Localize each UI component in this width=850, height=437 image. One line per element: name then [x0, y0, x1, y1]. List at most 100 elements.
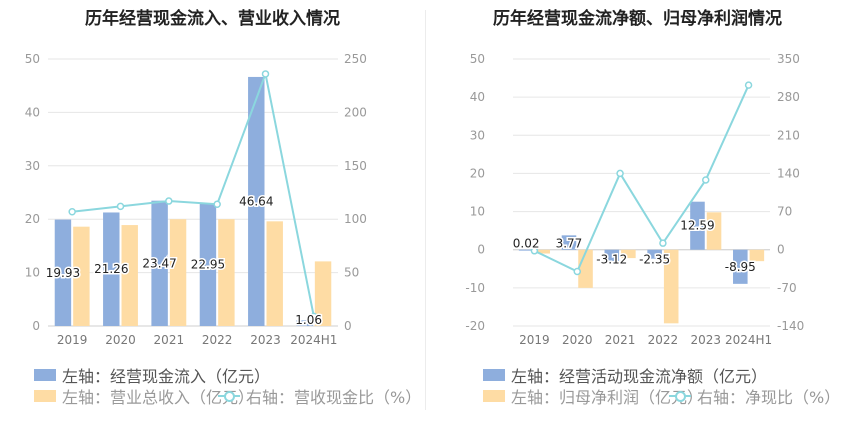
chart-panel-cash-inflow: 历年经营现金流入、营业收入情况 0 10 20 30 40 50 0 50 100 150 200 2… — [25, 9, 422, 408]
chart-plot-area: -20 -10 0 10 20 30 40 50 -140 -70 0 70 140 210 280 350 2… — [465, 52, 804, 347]
bar-data-label: -2.35 — [639, 253, 670, 267]
bar-primary — [647, 249, 662, 259]
x-tick-label: 2019 — [57, 333, 88, 347]
ratio-point — [530, 247, 539, 255]
bar-primary — [248, 76, 265, 326]
bar-primary — [518, 249, 534, 251]
y-left-tick-label: 20 — [25, 212, 40, 226]
bar-data-label: 19.93 — [46, 266, 80, 280]
bar-secondary — [73, 226, 90, 326]
x-tick-label: 2024H1 — [290, 333, 337, 347]
bar-data-label: 22.95 — [191, 258, 225, 272]
y-left-tick-label: 40 — [470, 90, 485, 104]
y-right-tick-label: 140 — [777, 166, 800, 180]
chart-panel-net-cash: 历年经营现金流净额、归母净利润情况 -20 -10 0 10 20 30 40 50 -140-… — [425, 0, 850, 437]
bar-primary — [199, 203, 217, 326]
bar-data-label: -3.12 — [596, 253, 627, 267]
y-left-tick-label: 30 — [470, 128, 485, 142]
bar-primary — [151, 200, 168, 326]
bar-secondary — [578, 249, 593, 288]
bar-data-label: 46.64 — [239, 194, 273, 208]
bar-primary — [296, 320, 313, 326]
ratio-point — [659, 239, 667, 247]
legend-label: 左轴：经营现金流入（亿元） — [62, 367, 271, 386]
ratio-point — [213, 200, 221, 208]
legend-swatch-blue — [34, 369, 56, 381]
x-tick-label: 2020 — [562, 333, 593, 347]
ratio-point — [616, 169, 624, 178]
ratio-point — [68, 207, 76, 216]
y-left-tick-label: 10 — [470, 205, 485, 219]
y-left-tick-label: 10 — [25, 266, 40, 280]
x-tick-label: 2023 — [690, 333, 721, 347]
y-left-tick-label: -10 — [465, 281, 485, 295]
x-tick-label: 2021 — [154, 333, 185, 347]
legend-label: 右轴：净现比（%） — [697, 388, 841, 407]
panel-divider — [425, 10, 426, 410]
bar-secondary — [121, 225, 138, 326]
y-left-tick-label: 20 — [470, 166, 485, 180]
legend-item-revenue[interactable]: 左轴：营业总收入（亿元） — [34, 384, 254, 408]
legend-swatch-orange — [483, 390, 505, 402]
bar-secondary — [314, 261, 332, 326]
bar-secondary — [621, 249, 636, 259]
x-tick-label: 2023 — [250, 333, 281, 347]
bar-secondary — [266, 221, 283, 326]
ratio-point — [310, 312, 318, 321]
y-left-tick-label: 40 — [25, 105, 40, 119]
ratio-point — [116, 202, 125, 211]
bar-secondary — [535, 249, 550, 254]
x-tick-label: 2021 — [605, 333, 636, 347]
bar-primary — [690, 201, 705, 250]
chart-plot-area: 0 10 20 30 40 50 0 50 100 150 200 250 2019 2020 2021 20… — [25, 52, 367, 347]
legend-label: 右轴：营收现金比（%） — [246, 388, 422, 407]
legend-swatch-orange — [34, 390, 56, 402]
legend-item-net-profit[interactable]: 左轴：归母净利润（亿元） — [483, 384, 703, 408]
y-left-tick-label: 30 — [25, 159, 40, 173]
ratio-point — [573, 267, 581, 276]
bar-secondary — [749, 249, 765, 262]
bar-primary — [54, 219, 72, 326]
x-tick-label: 2020 — [105, 333, 136, 347]
y-right-tick-label: 70 — [777, 205, 792, 219]
ratio-point — [261, 70, 270, 78]
bar-data-label: 21.26 — [94, 262, 128, 276]
y-right-tick-label: 100 — [344, 212, 367, 226]
legend-swatch-blue — [483, 369, 505, 381]
legend-item-ratio[interactable]: 右轴：营收现金比（%） — [218, 384, 421, 408]
bar-data-label: -8.95 — [725, 260, 756, 274]
bar-primary — [733, 249, 748, 284]
y-right-tick-label: -140 — [777, 319, 804, 333]
chart-title: 历年经营现金流入、营业收入情况 — [85, 9, 340, 29]
bar-secondary — [663, 249, 679, 324]
y-left-tick-label: -20 — [465, 319, 485, 333]
y-right-tick-label: 280 — [777, 90, 800, 104]
y-right-tick-label: 250 — [344, 52, 367, 66]
y-right-tick-label: 50 — [344, 266, 359, 280]
y-left-tick-label: 0 — [32, 319, 40, 333]
ratio-point — [165, 197, 173, 205]
legend-label: 左轴：营业总收入（亿元） — [62, 388, 255, 407]
legend-line-marker-icon — [669, 390, 691, 402]
legend-item-inflow[interactable]: 左轴：经营现金流入（亿元） — [34, 363, 270, 387]
bar-secondary — [706, 212, 722, 250]
bar-primary — [604, 249, 620, 262]
bar-data-label: 1.06 — [295, 313, 322, 327]
y-right-tick-label: 200 — [344, 105, 367, 119]
ratio-point — [744, 81, 753, 89]
y-left-tick-label: 50 — [470, 52, 485, 66]
bar-primary — [561, 235, 577, 250]
legend-item-net-cash[interactable]: 左轴：经营活动现金流净额（亿元） — [483, 363, 767, 387]
legend-item-net-ratio[interactable]: 右轴：净现比（%） — [669, 384, 840, 408]
legend-label: 左轴：归母净利润（亿元） — [511, 388, 704, 407]
y-right-tick-label: -70 — [777, 281, 797, 295]
bar-data-label: 12.59 — [680, 219, 714, 233]
ratio-point — [702, 176, 710, 184]
x-tick-label: 2022 — [202, 333, 233, 347]
x-tick-label: 2019 — [519, 333, 550, 347]
y-right-tick-label: 0 — [344, 319, 352, 333]
y-left-tick-label: 0 — [477, 243, 485, 257]
y-right-tick-label: 0 — [777, 243, 785, 257]
y-left-tick-label: 50 — [25, 52, 40, 66]
bar-secondary — [218, 219, 235, 326]
